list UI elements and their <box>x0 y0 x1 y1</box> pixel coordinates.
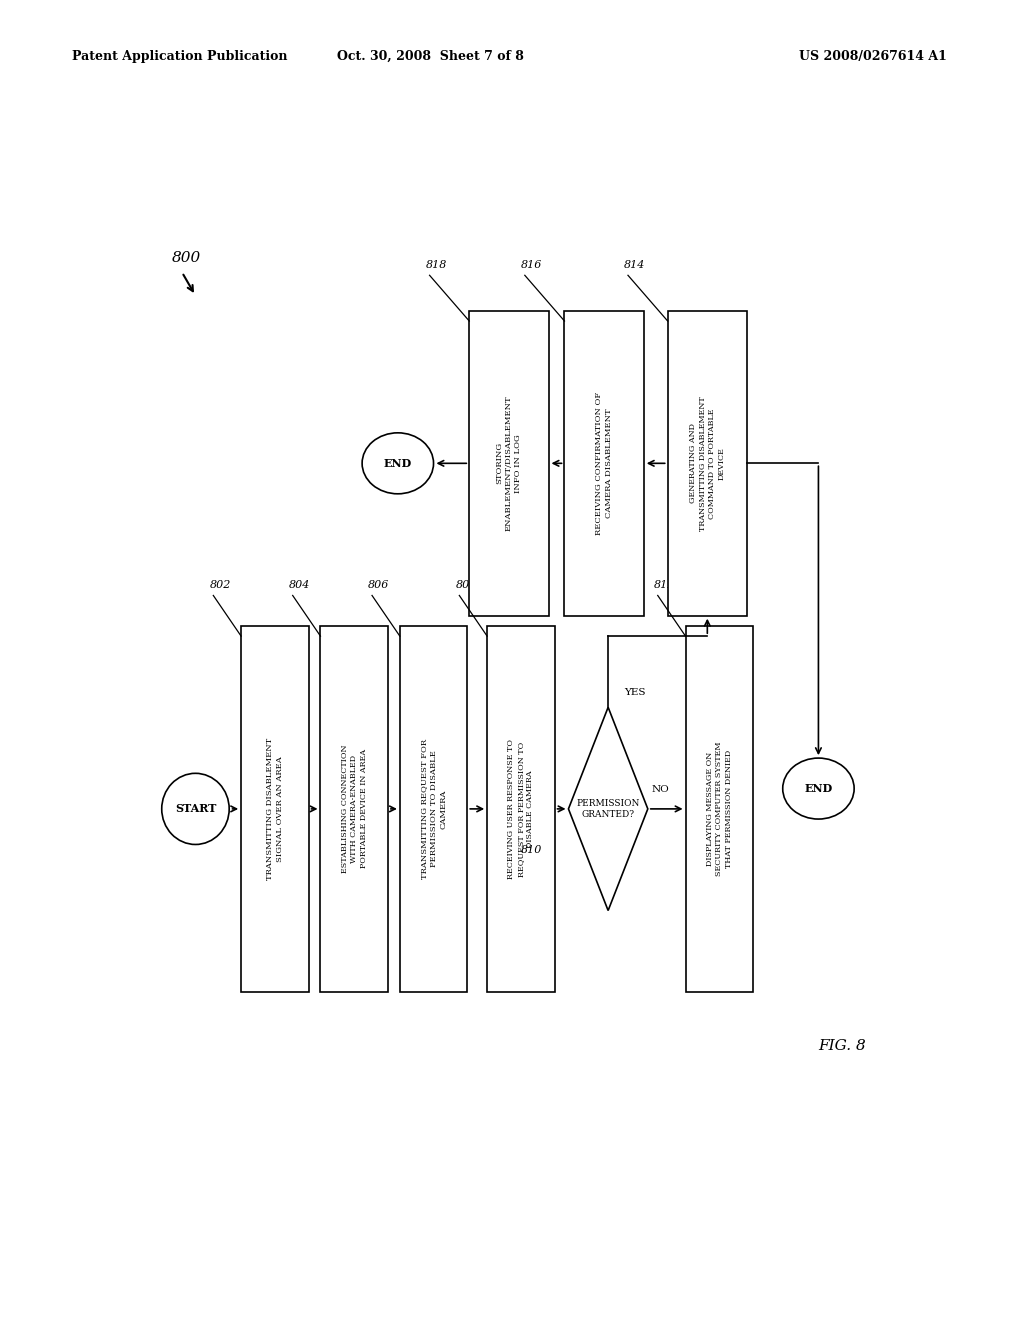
Text: 800: 800 <box>172 251 201 265</box>
Ellipse shape <box>782 758 854 818</box>
Text: ESTABLISHING CONNECTION
WITH CAMERA-ENABLED
PORTABLE DEVICE IN AREA: ESTABLISHING CONNECTION WITH CAMERA-ENAB… <box>341 744 368 873</box>
Text: 808: 808 <box>456 581 477 590</box>
Ellipse shape <box>162 774 229 845</box>
Ellipse shape <box>362 433 433 494</box>
Bar <box>469 312 549 616</box>
Text: US 2008/0267614 A1: US 2008/0267614 A1 <box>799 50 946 63</box>
Text: 810: 810 <box>521 845 542 854</box>
Text: 818: 818 <box>426 260 446 271</box>
Text: 802: 802 <box>209 581 230 590</box>
Bar <box>399 626 467 991</box>
Text: 812: 812 <box>653 581 675 590</box>
Text: 816: 816 <box>521 260 542 271</box>
Bar <box>321 626 388 991</box>
Text: RECEIVING USER RESPONSE TO
REQUEST FOR PERMISSION TO
DISABLE CAMERA: RECEIVING USER RESPONSE TO REQUEST FOR P… <box>507 739 535 879</box>
Text: Patent Application Publication: Patent Application Publication <box>72 50 287 63</box>
Text: STORING
ENABLEMENT/DISABLEMENT
INFO IN LOG: STORING ENABLEMENT/DISABLEMENT INFO IN L… <box>496 396 522 531</box>
Text: PERMISSION
GRANTED?: PERMISSION GRANTED? <box>577 799 640 818</box>
Text: RECEIVING CONFIRMATION OF
CAMERA DISABLEMENT: RECEIVING CONFIRMATION OF CAMERA DISABLE… <box>595 392 613 535</box>
Bar <box>487 626 555 991</box>
Text: END: END <box>384 458 412 469</box>
Text: GENERATING AND
TRANSMITTING DISABLEMENT
COMMAND TO PORTABLE
DEVICE: GENERATING AND TRANSMITTING DISABLEMENT … <box>689 396 726 531</box>
Bar <box>685 626 753 991</box>
Text: 804: 804 <box>289 581 310 590</box>
Text: TRANSMITTING REQUEST FOR
PERMISSION TO DISABLE
CAMERA: TRANSMITTING REQUEST FOR PERMISSION TO D… <box>420 739 447 879</box>
Bar <box>241 626 308 991</box>
Text: DISPLAYING MESSAGE ON
SECURITY COMPUTER SYSTEM
THAT PERMISSION DENIED: DISPLAYING MESSAGE ON SECURITY COMPUTER … <box>706 742 733 876</box>
Text: FIG. 8: FIG. 8 <box>818 1039 866 1053</box>
Text: YES: YES <box>624 688 645 697</box>
Polygon shape <box>568 708 648 911</box>
Bar <box>564 312 644 616</box>
Text: START: START <box>175 804 216 814</box>
Bar <box>668 312 746 616</box>
Text: NO: NO <box>652 784 670 793</box>
Text: Oct. 30, 2008  Sheet 7 of 8: Oct. 30, 2008 Sheet 7 of 8 <box>337 50 523 63</box>
Text: 814: 814 <box>624 260 645 271</box>
Text: END: END <box>804 783 833 795</box>
Text: 806: 806 <box>368 581 389 590</box>
Text: TRANSMITTING DISABLEMENT
SIGNAL OVER AN AREA: TRANSMITTING DISABLEMENT SIGNAL OVER AN … <box>266 738 284 880</box>
